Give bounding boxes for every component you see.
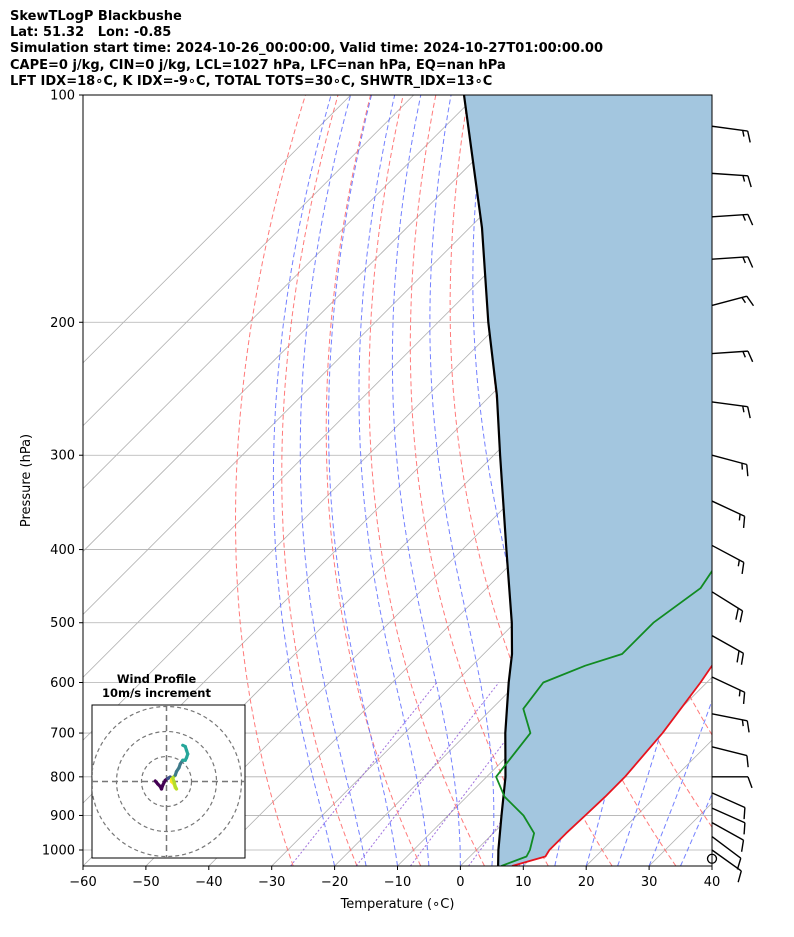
dry-adiabat-line bbox=[368, 95, 485, 866]
mixing-ratio-line bbox=[290, 682, 438, 866]
y-tick-label: 700 bbox=[50, 727, 75, 742]
x-tick-label: 10 bbox=[515, 875, 532, 890]
x-tick-label: −30 bbox=[258, 875, 285, 890]
dry-adiabat-line bbox=[729, 95, 794, 866]
y-tick-label: 500 bbox=[50, 616, 75, 631]
x-tick-label: −20 bbox=[321, 875, 348, 890]
wind-barb bbox=[711, 500, 746, 528]
dry-adiabat-line bbox=[762, 95, 794, 866]
wind-barb bbox=[712, 776, 753, 789]
moist-adiabat-line bbox=[648, 699, 712, 866]
moist-adiabat-line bbox=[358, 95, 430, 866]
x-tick-label: 40 bbox=[704, 875, 721, 890]
y-tick-label: 400 bbox=[50, 543, 75, 558]
x-tick-label: −10 bbox=[384, 875, 411, 890]
wind-barb bbox=[711, 125, 751, 143]
y-tick-label: 200 bbox=[50, 316, 75, 331]
x-tick-label: −60 bbox=[69, 875, 96, 890]
isotherm-line bbox=[334, 488, 712, 866]
isotherm-line bbox=[83, 95, 477, 490]
x-tick-label: −40 bbox=[195, 875, 222, 890]
moist-adiabat-line bbox=[328, 95, 398, 866]
y-tick-label: 100 bbox=[50, 89, 75, 104]
y-tick-label: 900 bbox=[50, 809, 75, 824]
isotherm-line bbox=[83, 95, 540, 553]
wind-barb bbox=[711, 295, 755, 307]
title-line-cape: CAPE=0 j/kg, CIN=0 j/kg, LCL=1027 hPa, L… bbox=[10, 58, 506, 73]
dry-adiabat-line bbox=[281, 95, 358, 866]
wind-barb bbox=[711, 544, 745, 575]
y-tick-label: 300 bbox=[50, 449, 75, 464]
wind-barb bbox=[711, 713, 750, 733]
wind-barb bbox=[711, 172, 752, 188]
title-line-indices: LFT IDX=18∘C, K IDX=-9∘C, TOTAL TOTS=30∘… bbox=[10, 74, 493, 89]
hodograph-segment bbox=[181, 743, 187, 749]
plot-area bbox=[83, 95, 794, 866]
dry-adiabat-line bbox=[234, 95, 306, 866]
dry-adiabat-line bbox=[409, 95, 549, 866]
wind-barb bbox=[711, 350, 754, 363]
wind-barb bbox=[711, 792, 746, 820]
isotherm-line bbox=[83, 95, 352, 364]
wind-barb bbox=[711, 836, 742, 870]
inset-subtitle: 10m/s increment bbox=[102, 686, 211, 700]
isotherm-line bbox=[83, 95, 414, 427]
wind-barb bbox=[711, 401, 751, 419]
parcel-profile-line bbox=[462, 95, 514, 866]
wind-barb bbox=[711, 591, 744, 623]
title-line-station: SkewTLogP Blackbushe bbox=[10, 9, 182, 24]
title-line-times: Simulation start time: 2024-10-26_00:00:… bbox=[10, 41, 603, 56]
cape-shading bbox=[464, 95, 712, 866]
y-tick-label: 600 bbox=[50, 676, 75, 691]
wind-barb bbox=[711, 634, 745, 665]
y-tick-label: 1000 bbox=[42, 844, 75, 859]
wind-barb bbox=[711, 746, 749, 768]
y-axis-label: Pressure (hPa) bbox=[19, 434, 34, 527]
inset-title: Wind Profile bbox=[117, 672, 197, 686]
temperature-line bbox=[511, 664, 712, 866]
wind-barb bbox=[711, 807, 746, 835]
x-tick-label: 0 bbox=[456, 875, 464, 890]
wind-barb bbox=[711, 849, 742, 883]
y-tick-label: 800 bbox=[50, 770, 75, 785]
wind-barb bbox=[706, 853, 718, 864]
wind-barb bbox=[711, 822, 745, 852]
x-tick-label: 30 bbox=[641, 875, 658, 890]
hodograph-ring bbox=[140, 755, 193, 808]
title-line-location: Lat: 51.32 Lon: -0.85 bbox=[10, 25, 172, 40]
x-tick-label: −50 bbox=[132, 875, 159, 890]
wind-barb bbox=[711, 213, 754, 226]
moist-adiabat-line bbox=[429, 95, 495, 866]
mixing-ratio-line bbox=[355, 682, 500, 866]
moist-adiabat-line bbox=[391, 95, 461, 866]
isotherm-line bbox=[83, 95, 603, 615]
wind-barb bbox=[711, 676, 746, 704]
moist-adiabat-line bbox=[272, 95, 336, 866]
x-axis-label: Temperature (∘C) bbox=[340, 897, 455, 912]
x-tick-label: 20 bbox=[578, 875, 595, 890]
moist-adiabat-line bbox=[299, 95, 367, 866]
dewpoint-line bbox=[495, 569, 712, 866]
wind-barb bbox=[711, 454, 749, 477]
wind-barb bbox=[711, 256, 754, 268]
